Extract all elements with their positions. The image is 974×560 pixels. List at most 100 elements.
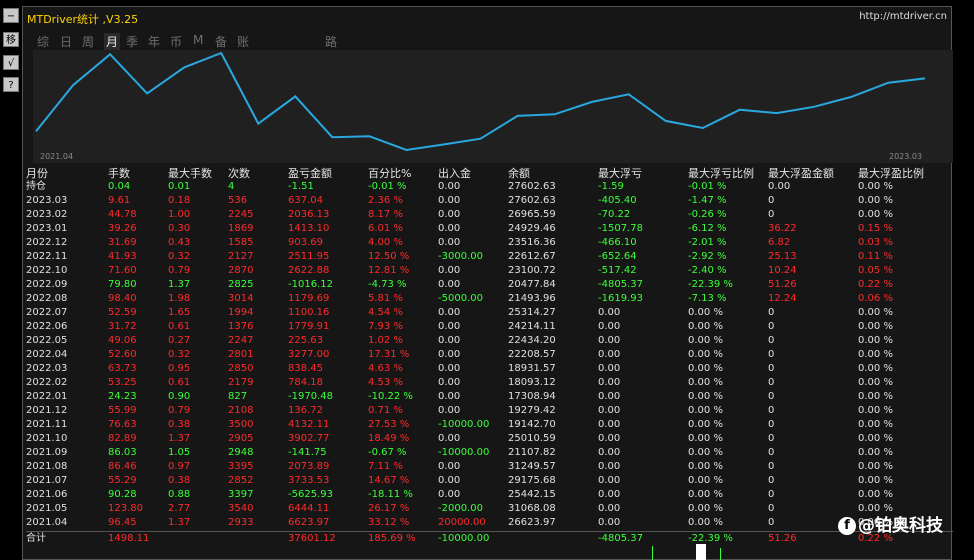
table-cell: 持仓 [26,181,46,192]
table-cell: 1413.10 [288,223,330,234]
table-cell: -18.11 % [368,489,413,500]
table-cell: 0.00 % [688,419,723,430]
table-row: 2021.12 55.99 0.79 2108 136.72 0.71 % 0.00 1927… [26,404,953,418]
table-cell: 26.17 % [368,503,410,514]
table-cell: 25010.59 [508,433,556,444]
tab-8[interactable]: 备 [215,35,228,49]
table-cell: 0 [768,419,775,430]
table-cell: 3277.00 [288,349,330,360]
move-button[interactable]: 移 [3,32,19,47]
table-cell: 2948 [228,447,254,458]
stats-panel: MTDriver统计 ,V3.25 http://mtdriver.cn 综日周… [22,6,953,560]
table-cell: 1.98 [168,293,191,304]
table-cell: 2021.11 [26,419,68,430]
table-cell: 21493.96 [508,293,556,304]
table-cell: 7.11 % [368,461,403,472]
table-cell: 出入金 [438,167,471,180]
tab-2[interactable]: 周 [82,35,95,49]
table-cell: 0.00 [598,475,621,486]
table-cell: 2825 [228,279,254,290]
table-cell: 手数 [108,167,130,180]
table-cell: 0.04 [108,181,131,192]
table-cell: -2000.00 [438,503,483,514]
table-cell: 22612.67 [508,251,556,262]
table-cell: 24929.46 [508,223,556,234]
table-cell: 0.00 % [858,195,893,206]
table-cell: 0.00 [438,349,461,360]
table-cell: 52.60 [108,349,137,360]
table-cell: 39.26 [108,223,137,234]
table-cell: 25442.15 [508,489,556,500]
table-cell: 2245 [228,209,254,220]
table-cell: 2022.05 [26,335,68,346]
table-cell: 2022.01 [26,391,68,402]
chart-end-label: 2023.03 [889,152,923,161]
table-cell: -22.39 % [688,279,733,290]
minimize-button[interactable]: − [3,8,19,23]
table-cell: 2073.89 [288,461,330,472]
table-cell: 136.72 [288,405,323,416]
table-cell: 2021.08 [26,461,68,472]
table-cell: 0.00 [438,489,461,500]
table-cell: -10.22 % [368,391,413,402]
table-cell: 0.00 % [858,377,893,388]
table-cell: 0.00 % [858,503,893,514]
table-row: 2021.04 96.45 1.37 2933 6623.97 33.12 % 20000.… [26,516,953,530]
table-cell: 18931.57 [508,363,556,374]
table-cell: 24.23 [108,391,137,402]
help-button[interactable]: ? [3,77,19,92]
table-cell: 0.00 [598,447,621,458]
table-cell: 6623.97 [288,517,330,528]
tab-7[interactable]: M [193,33,204,47]
table-cell: 0 [768,475,775,486]
table-cell: 51.26 [768,279,797,290]
table-cell: 0.00 [598,433,621,444]
table-cell: 20477.84 [508,279,556,290]
tab-3[interactable]: 月 [104,33,121,50]
table-cell: 4 [228,181,235,192]
table-cell: -1970.48 [288,391,333,402]
site-link[interactable]: http://mtdriver.cn [859,11,947,22]
table-cell: 2022.04 [26,349,68,360]
tab-5[interactable]: 年 [148,35,161,49]
table-cell: 14.67 % [368,475,410,486]
table-cell: -1.47 % [688,195,727,206]
table-cell: 1498.11 [108,533,150,544]
table-cell: 5.81 % [368,293,403,304]
table-cell: 2179 [228,377,254,388]
check-button[interactable]: √ [3,55,19,70]
table-cell: 27.53 % [368,419,410,430]
table-row: 2022.08 98.40 1.98 3014 1179.69 5.81 % -5000.0… [26,292,953,306]
equity-chart [33,50,953,163]
table-cell: 22434.20 [508,335,556,346]
table-cell: 4.00 % [368,237,403,248]
table-cell: 0.22 % [858,279,893,290]
table-cell: 26965.59 [508,209,556,220]
table-cell: 44.78 [108,209,137,220]
table-cell: 0.00 [438,405,461,416]
table-cell: 0.79 [168,405,191,416]
equity-curve-svg [35,51,926,152]
table-cell: 2870 [228,265,254,276]
table-row: 2022.04 52.60 0.32 2801 3277.00 17.31 % 0.00 22… [26,348,953,362]
table-cell: 0.00 [598,419,621,430]
table-cell: 2622.88 [288,265,330,276]
tab-4[interactable]: 季 [126,35,139,49]
facebook-icon: f [838,517,856,535]
table-row: 2023.03 9.61 0.18 536 637.04 2.36 % 0.00 27602.… [26,194,953,208]
table-cell: 0.00 % [858,433,893,444]
table-cell: 0.00 % [858,391,893,402]
table-cell: 27602.63 [508,195,556,206]
tab-1[interactable]: 日 [60,35,73,49]
table-cell: 36.22 [768,223,797,234]
table-cell: 903.69 [288,237,323,248]
chart-start-label: 2021.04 [40,152,74,161]
table-cell: 0.00 % [858,447,893,458]
table-cell: 2022.07 [26,307,68,318]
table-cell: 784.18 [288,377,323,388]
tab-0[interactable]: 综 [37,35,50,49]
tab-6[interactable]: 币 [170,35,183,49]
table-cell: 71.60 [108,265,137,276]
table-cell: 55.99 [108,405,137,416]
table-cell: 2021.05 [26,503,68,514]
